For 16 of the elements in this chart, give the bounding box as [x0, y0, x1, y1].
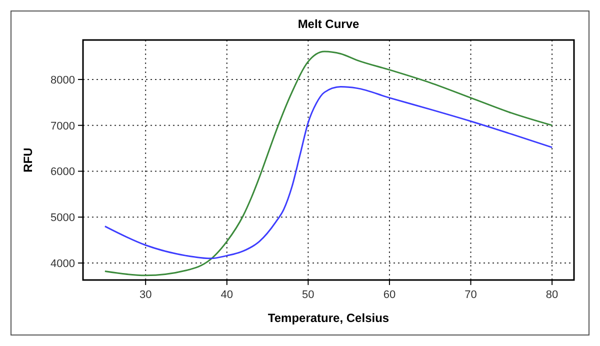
x-tick-label: 70	[464, 289, 477, 301]
y-axis-title: RFU	[21, 148, 35, 172]
y-tick-label: 4000	[50, 258, 75, 270]
y-tick-label: 6000	[50, 166, 75, 178]
y-tick-label: 5000	[50, 212, 75, 224]
x-tick-label: 50	[302, 289, 314, 301]
line-series	[104, 86, 553, 260]
chart-title: Melt Curve	[298, 17, 360, 31]
x-axis-title: Temperature, Celsius	[268, 311, 390, 325]
y-tick-label: 7000	[50, 120, 75, 132]
x-tick-label: 30	[139, 289, 152, 301]
y-tick-label: 8000	[50, 74, 75, 86]
x-tick-label: 40	[220, 289, 234, 301]
x-tick-label: 80	[546, 289, 558, 301]
x-tick-label: 60	[383, 289, 396, 301]
line-series	[104, 50, 553, 276]
